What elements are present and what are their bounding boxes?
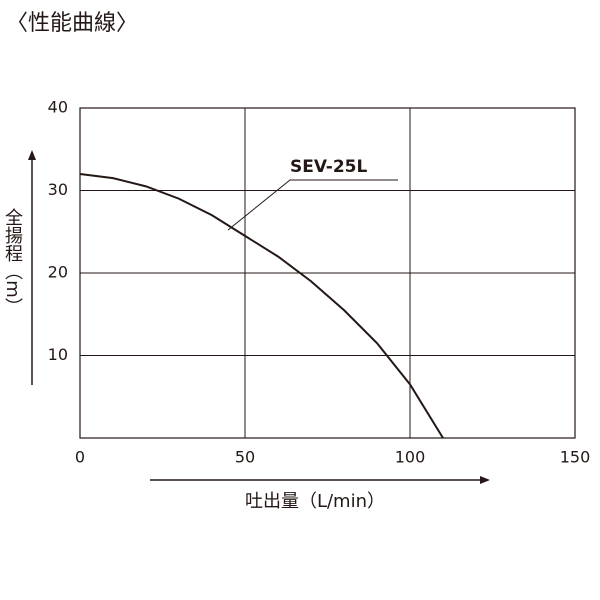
y-tick-label: 20 [48,263,68,282]
y-tick-label: 10 [48,345,68,364]
chart-title: 〈性能曲線〉 [6,11,138,36]
leader-line [227,179,398,231]
x-tick-label: 0 [75,448,85,467]
series-line [79,173,444,439]
y-tick-label: 30 [48,180,68,199]
x-tick-label: 100 [395,448,426,467]
y-axis-label: 全揚程（m） [2,208,23,316]
series-label: SEV-25L [290,157,367,177]
x-tick-label: 50 [235,448,255,467]
x-tick-label: 150 [560,448,591,467]
x-axis-label: 吐出量（L/min） [245,491,385,512]
y-tick-label: 40 [48,98,68,117]
